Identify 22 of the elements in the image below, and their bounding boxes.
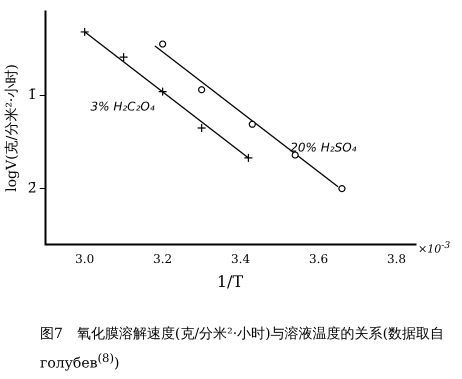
y-tick-label: 2̄ (28, 180, 37, 196)
point (80, 27, 90, 37)
point (244, 153, 253, 162)
series-label: 3% H₂C₂O₄ (90, 100, 155, 114)
y-axis-title: logV(克/分米²·小时) (4, 64, 20, 192)
point (158, 87, 168, 96)
point (119, 52, 128, 62)
point (197, 123, 206, 133)
series-label: 20% H₂SO₄ (290, 140, 357, 154)
text: ×10$^{-3}$ (418, 240, 450, 256)
x-tick-label: 3.8 (386, 252, 406, 266)
caption: 图7 氧化膜溶解速度(克/分米²·小时)与溶液温度的关系(数据取自голубев$^{(8)}$) (40, 325, 446, 374)
point (248, 120, 256, 128)
x-tick-label: 3.2 (153, 252, 172, 266)
point (338, 185, 346, 192)
y-tick-label: 1̄ (28, 86, 37, 103)
x-tick-label: 3.6 (309, 252, 328, 266)
x-axis-title: 1/T (216, 272, 244, 291)
point (159, 40, 166, 48)
x-tick-label: 3.4 (231, 252, 250, 266)
x-tick-label: 3.0 (75, 252, 94, 266)
point (198, 86, 206, 94)
